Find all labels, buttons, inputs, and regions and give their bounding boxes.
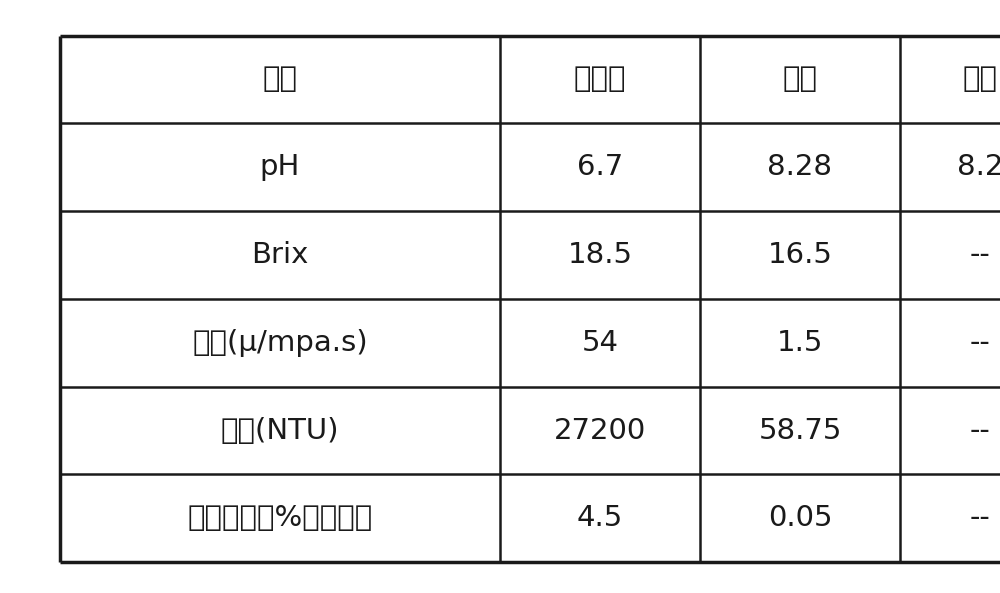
Text: Brix: Brix bbox=[251, 241, 309, 269]
Bar bbox=[60, 36, 1000, 562]
Text: 0.05: 0.05 bbox=[768, 504, 832, 533]
Text: 浊度(NTU): 浊度(NTU) bbox=[221, 416, 339, 445]
Text: 8.28: 8.28 bbox=[767, 153, 832, 181]
Text: 浓缩液: 浓缩液 bbox=[574, 65, 626, 94]
Text: 胶体含量（%对物料）: 胶体含量（%对物料） bbox=[187, 504, 373, 533]
Text: 58.75: 58.75 bbox=[758, 416, 842, 445]
Text: 16.5: 16.5 bbox=[768, 241, 832, 269]
Text: 粘度(μ/mpa.s): 粘度(μ/mpa.s) bbox=[192, 329, 368, 357]
Text: --: -- bbox=[970, 241, 990, 269]
Text: 18.5: 18.5 bbox=[568, 241, 633, 269]
Text: --: -- bbox=[970, 416, 990, 445]
Text: 1.5: 1.5 bbox=[777, 329, 823, 357]
Text: 4.5: 4.5 bbox=[577, 504, 623, 533]
Text: 54: 54 bbox=[582, 329, 618, 357]
Text: --: -- bbox=[970, 329, 990, 357]
Text: 清液: 清液 bbox=[782, 65, 817, 94]
Text: 指标: 指标 bbox=[262, 65, 298, 94]
Text: 27200: 27200 bbox=[554, 416, 646, 445]
Text: 6.7: 6.7 bbox=[577, 153, 623, 181]
Text: 滤泥: 滤泥 bbox=[962, 65, 997, 94]
Text: 8.2: 8.2 bbox=[957, 153, 1000, 181]
Text: pH: pH bbox=[260, 153, 300, 181]
Text: --: -- bbox=[970, 504, 990, 533]
